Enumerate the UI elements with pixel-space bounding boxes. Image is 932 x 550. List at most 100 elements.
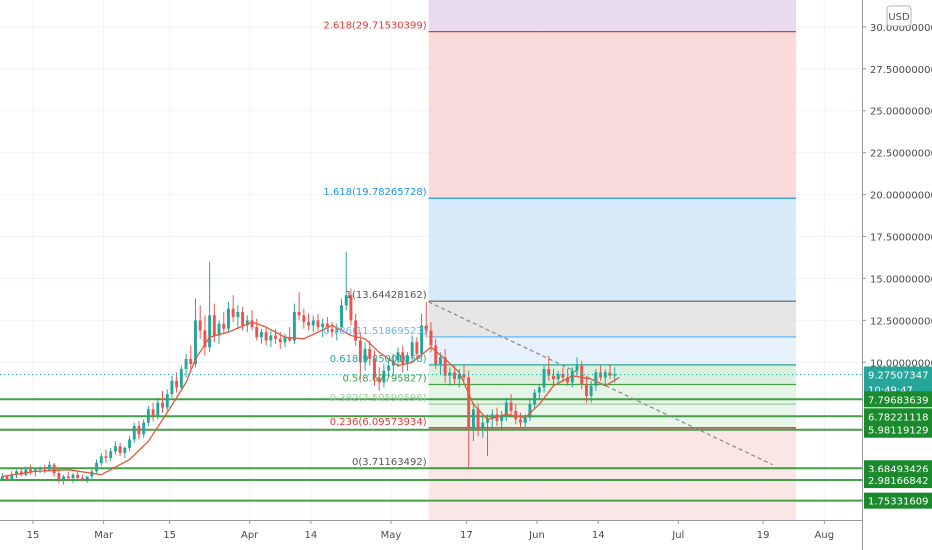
candle (236, 305, 240, 329)
candle (307, 313, 310, 331)
horizontal-support-lines[interactable] (0, 398, 862, 502)
candle (109, 447, 113, 462)
candle (137, 421, 141, 440)
fib-zone (428, 467, 797, 520)
price-axis-panel[interactable] (862, 0, 932, 550)
candle-body (292, 312, 296, 341)
candle-body (241, 312, 245, 326)
candle-body (603, 372, 607, 378)
candle (401, 345, 405, 373)
candle (38, 466, 42, 474)
candle-body (382, 370, 386, 383)
price-tick-label: 25.00000000 (870, 107, 932, 118)
line-price-badge (864, 492, 932, 509)
candle (354, 313, 358, 346)
candle-body (151, 409, 155, 416)
candle-body (457, 374, 461, 380)
candle-body (179, 369, 183, 388)
price-tick-label: 17.50000000 (870, 233, 932, 244)
fib-zone (428, 336, 797, 365)
trendline[interactable] (0, 301, 862, 466)
candle (99, 452, 103, 467)
fib-zone (428, 427, 797, 468)
time-tick-label: Mar (94, 530, 114, 541)
trendline-dashed[interactable] (428, 301, 773, 466)
candle (142, 419, 146, 438)
candle-body (0, 476, 4, 480)
fib-level-label: 2.618(29.71530399) (323, 21, 426, 32)
candle-body (471, 409, 475, 430)
candle-body (189, 358, 193, 364)
candle (410, 335, 414, 361)
candle-body (307, 322, 310, 326)
moving-average-line (2, 321, 620, 478)
candle (603, 369, 607, 385)
candle-body (217, 323, 221, 336)
candle-body (255, 327, 259, 338)
candle (255, 318, 259, 341)
moving-average (2, 321, 620, 478)
candle (302, 308, 306, 329)
candle (533, 389, 537, 410)
candle-body (85, 476, 89, 480)
candle (57, 469, 61, 484)
candle (608, 364, 612, 380)
candle-body (443, 357, 447, 376)
candle (66, 471, 70, 482)
candle (274, 328, 278, 344)
candle-body (368, 348, 372, 359)
candle (175, 372, 179, 393)
line-price-value: 2.98166842 (868, 476, 928, 487)
candle-body (236, 312, 240, 318)
price-tick-label: 10.00000000 (870, 358, 932, 369)
time-tick-label: 17 (460, 530, 473, 541)
candle-body (429, 330, 433, 346)
candle (217, 320, 221, 344)
candle (467, 370, 471, 468)
candle (448, 367, 452, 386)
candle (118, 442, 122, 457)
candle (33, 468, 37, 477)
time-axis-labels: 15 Mar 15 Apr 14 May 17 Jun 14 Jul 19 Aug (27, 520, 834, 541)
candle-body (481, 422, 485, 428)
candle-body (274, 335, 278, 339)
candle (424, 301, 428, 338)
fib-fill-zones (428, 0, 797, 520)
candle-body (424, 325, 428, 331)
candle-body (528, 404, 532, 418)
candle (283, 333, 287, 348)
line-price-value: 3.68493426 (868, 464, 928, 475)
price-tick-label: 22.50000000 (870, 149, 932, 160)
candle-body (245, 320, 249, 326)
candle (368, 340, 372, 366)
candle-body (566, 377, 570, 383)
currency-badge-box[interactable] (886, 5, 912, 27)
candle (363, 342, 367, 371)
line-price-value: 6.78221118 (868, 412, 928, 423)
currency-label: USD (888, 12, 910, 23)
candle (344, 251, 348, 311)
candle-body (99, 456, 103, 463)
candle-body (311, 320, 315, 326)
candle (547, 355, 551, 381)
time-axis-panel[interactable] (0, 520, 932, 550)
candle-body (363, 348, 367, 363)
candle-body (514, 410, 518, 420)
candle (316, 313, 320, 331)
candle-body (43, 468, 47, 470)
price-tick-label: 30.00000000 (870, 23, 932, 34)
candle-body (250, 320, 254, 328)
candle-body (52, 464, 56, 474)
candle (198, 305, 202, 339)
fib-level-label: 0.786(11.51869523) (323, 326, 426, 337)
candle (156, 397, 160, 420)
candle-body (321, 323, 325, 328)
candle (335, 323, 339, 341)
candle (222, 312, 226, 334)
currency-badge[interactable]: USD (886, 5, 912, 27)
candle (194, 298, 197, 368)
candle-body (316, 320, 320, 328)
candle (123, 446, 127, 458)
candle-body (80, 478, 84, 480)
